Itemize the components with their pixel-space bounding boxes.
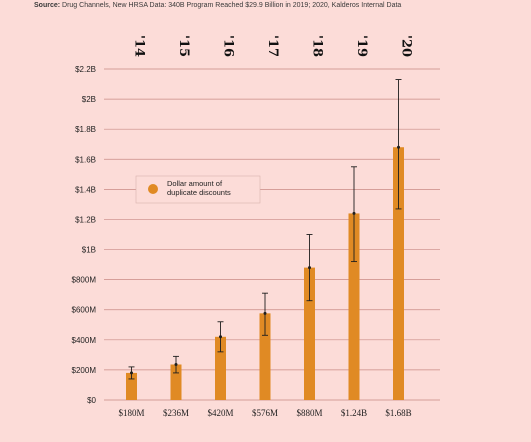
error-bar xyxy=(173,355,179,374)
x-tick-label: $576M xyxy=(252,408,278,418)
error-bar xyxy=(262,292,268,336)
bar xyxy=(304,267,315,400)
bar xyxy=(259,313,271,400)
value-marker xyxy=(397,145,400,149)
y-tick-label: $2B xyxy=(82,95,96,104)
year-label: '19 xyxy=(354,35,369,57)
bars xyxy=(126,147,404,400)
year-label: '15 xyxy=(176,35,191,57)
bar xyxy=(215,336,226,400)
year-label: '18 xyxy=(310,35,325,57)
year-labels: '14 '15 '16 '17 '18 '19 '20 xyxy=(132,35,414,57)
x-axis-ticks: $180M $236M $420M $576M $880M $1.24B $1.68B xyxy=(118,408,411,418)
legend-label: duplicate discounts xyxy=(167,188,231,197)
error-bar xyxy=(217,321,224,353)
y-tick-label: $2.2B xyxy=(75,65,96,74)
value-marker xyxy=(352,211,356,215)
error-bar xyxy=(395,79,402,210)
bar xyxy=(393,147,404,400)
error-bar xyxy=(351,166,357,263)
y-tick-label: $0 xyxy=(87,396,96,405)
value-marker xyxy=(308,266,311,270)
x-tick-label: $420M xyxy=(207,408,233,418)
source-note: Source: Drug Channels, New HRSA Data: 34… xyxy=(34,2,401,9)
x-tick-label: $1.24B xyxy=(341,408,367,418)
bar xyxy=(170,364,182,400)
y-tick-label: $600M xyxy=(72,306,97,315)
x-tick-label: $180M xyxy=(118,408,144,418)
x-tick-label: $236M xyxy=(163,408,189,418)
error-bars xyxy=(128,79,402,380)
legend-swatch xyxy=(148,184,158,194)
y-tick-label: $1.2B xyxy=(75,215,96,224)
gridlines xyxy=(104,68,440,401)
value-marker xyxy=(174,362,178,366)
source-label: Source: xyxy=(34,2,61,9)
year-label: '17 xyxy=(265,35,280,57)
value-marker xyxy=(130,371,133,375)
error-bar xyxy=(128,366,135,380)
y-axis-ticks: $0 $200M $400M $600M $800M $1B $1.2B $1.4B $1.6B… xyxy=(72,65,97,405)
y-tick-label: $800M xyxy=(72,276,97,285)
bar xyxy=(126,372,137,400)
value-marker xyxy=(219,335,222,339)
error-bar xyxy=(306,234,313,302)
value-marker xyxy=(263,311,267,315)
y-tick-label: $200M xyxy=(72,366,97,375)
y-tick-label: $1.4B xyxy=(75,185,96,194)
year-label: '16 xyxy=(221,35,236,57)
y-tick-label: $400M xyxy=(72,336,97,345)
y-tick-label: $1B xyxy=(82,246,96,255)
y-tick-label: $1.8B xyxy=(75,125,96,134)
source-text: Drug Channels, New HRSA Data: 340B Progr… xyxy=(62,2,402,9)
x-tick-label: $1.68B xyxy=(385,408,411,418)
legend-label: Dollar amount of xyxy=(167,179,223,188)
bar xyxy=(348,213,360,400)
year-label: '20 xyxy=(399,35,414,57)
y-tick-label: $1.6B xyxy=(75,155,96,164)
year-label: '14 xyxy=(132,35,147,57)
x-tick-label: $880M xyxy=(296,408,322,418)
